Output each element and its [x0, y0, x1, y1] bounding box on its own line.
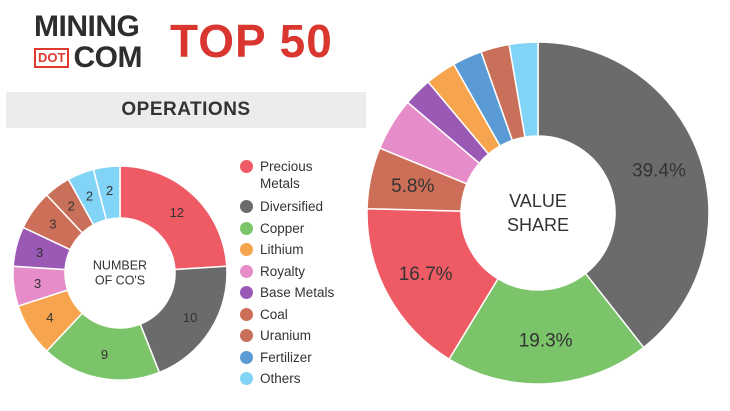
- slice-label-copper: 9: [101, 347, 108, 362]
- slice-label-precious-metals: 16.7%: [399, 264, 453, 285]
- slice-label-precious-metals: 12: [170, 205, 184, 220]
- slice-label-coal: 3: [49, 217, 56, 232]
- legend-swatch: [240, 265, 253, 278]
- operations-banner: OPERATIONS: [6, 92, 366, 128]
- legend-label: Lithium: [260, 242, 304, 257]
- slice-copper: [448, 272, 645, 385]
- slice-precious-metals: [366, 207, 500, 361]
- legend-label: Coal: [260, 307, 288, 322]
- legend-swatch: [240, 286, 253, 299]
- legend-item: Fertilizer: [240, 349, 360, 366]
- legend-item: Precious Metals: [240, 158, 330, 192]
- slice-label-others: 2: [106, 183, 113, 198]
- value-share-donut: 39.4% 19.3% 16.7% 5.8% VALUE SHARE: [366, 41, 710, 385]
- slice-label-copper: 19.3%: [519, 330, 573, 351]
- mining-dot-com-logo: MINING DOT COM: [34, 10, 152, 74]
- legend-item: Uranium: [240, 327, 360, 344]
- legend-label: Base Metals: [260, 285, 335, 300]
- legend-label: Copper: [260, 221, 305, 236]
- logo-dot-text: DOT: [34, 48, 70, 68]
- slice-label-coal: 5.8%: [391, 176, 434, 197]
- legend-item: Others: [240, 370, 360, 387]
- logo-com-text: COM: [73, 41, 142, 74]
- center-label-line: OF CO'S: [95, 274, 145, 288]
- slice-label-base-metals: 3: [36, 245, 43, 260]
- slice-diversified: [537, 41, 710, 349]
- legend-swatch: [240, 200, 253, 213]
- center-label-line: NUMBER: [93, 259, 147, 273]
- legend-label: Royalty: [260, 264, 306, 279]
- legend-label: Fertilizer: [260, 350, 312, 365]
- slice-label-uranium: 2: [68, 198, 75, 213]
- slice-label-diversified: 10: [183, 310, 197, 325]
- legend-swatch: [240, 243, 253, 256]
- slice-others: [92, 165, 121, 221]
- center-label-line: VALUE: [509, 191, 567, 211]
- slice-label-diversified: 39.4%: [632, 161, 686, 182]
- legend-item: Royalty: [240, 263, 360, 280]
- legend-swatch: [240, 329, 253, 342]
- slice-label-lithium: 4: [46, 310, 53, 325]
- legend-item: Base Metals: [240, 284, 360, 301]
- slice-label-fertilizer: 2: [86, 188, 93, 203]
- legend-swatch: [240, 222, 253, 235]
- legend-label: Others: [260, 371, 301, 386]
- page-title: TOP 50: [170, 15, 333, 67]
- legend-item: Coal: [240, 306, 360, 323]
- operations-title: OPERATIONS: [121, 99, 251, 120]
- legend-label: Uranium: [260, 328, 312, 343]
- legend-item: Copper: [240, 220, 360, 237]
- legend-label: Diversified: [260, 199, 324, 214]
- slice-precious-metals: [119, 165, 228, 271]
- slice-others: [508, 41, 539, 138]
- slice-label-royalty: 3: [34, 276, 41, 291]
- legend-item: Lithium: [240, 241, 360, 258]
- legend-swatch: [240, 160, 253, 173]
- legend-swatch: [240, 372, 253, 385]
- legend-swatch: [240, 351, 253, 364]
- legend-label: Precious Metals: [260, 159, 313, 191]
- logo-mining-text: MINING: [34, 10, 140, 43]
- legend-item: Diversified: [240, 198, 360, 215]
- center-label-line: SHARE: [507, 215, 569, 235]
- legend-swatch: [240, 308, 253, 321]
